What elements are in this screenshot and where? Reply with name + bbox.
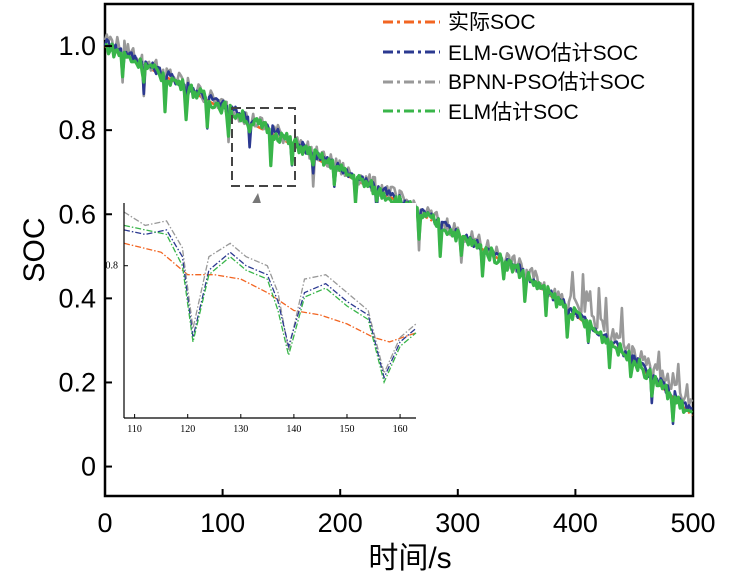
inset-series-group (123, 211, 417, 385)
inset-x-tick-label: 160 (393, 424, 408, 435)
inset-x-tick-label: 150 (339, 424, 354, 435)
x-tick-label: 400 (553, 508, 598, 538)
x-axis-title: 时间/s (368, 542, 451, 575)
x-tick-label: 500 (670, 508, 715, 538)
legend-label-actual: 实际SOC (448, 11, 536, 34)
y-tick-label: 0 (81, 452, 96, 482)
inset-series-line-bpnn-pso (123, 211, 417, 376)
legend: 实际SOC ELM-GWO估计SOC BPNN-PSO估计SOC ELM估计SO… (383, 11, 645, 124)
main-ticks-group: 0 100 200 300 400 500 0 0.2 0.4 0.6 0.8 1.0 (58, 31, 715, 538)
legend-label-bpnn-pso: BPNN-PSO估计SOC (448, 71, 645, 94)
inset-series-line-elm (123, 224, 417, 385)
x-tick-label: 200 (318, 508, 363, 538)
y-tick-label: 0.8 (58, 115, 96, 145)
legend-label-elm-gwo: ELM-GWO估计SOC (448, 42, 638, 65)
inset-x-tick-label: 130 (233, 424, 248, 435)
x-tick-label: 100 (200, 508, 245, 538)
inset-ticks-group: 110 120 130 140 150 160 0.8 (106, 261, 408, 435)
zoom-box (231, 107, 296, 187)
x-tick-label: 0 (97, 508, 112, 538)
x-tick-label: 300 (435, 508, 480, 538)
y-axis-title: SOC (18, 217, 51, 282)
legend-label-elm: ELM估计SOC (448, 101, 579, 124)
inset-series-line-elm-gwo (123, 229, 417, 380)
inset-x-tick-label: 110 (127, 424, 142, 435)
inset-background (124, 203, 416, 418)
inset-x-tick-label: 140 (286, 424, 301, 435)
y-tick-label: 0.4 (58, 283, 96, 313)
inset-x-tick-label: 120 (180, 424, 195, 435)
y-tick-label: 0.6 (58, 199, 96, 229)
inset-y-tick-label: 0.8 (106, 261, 119, 272)
inset-chart: 110 120 130 140 150 160 0.8 (106, 203, 417, 435)
y-tick-label: 0.2 (58, 367, 96, 397)
plot-frame (103, 2, 695, 498)
y-tick-label: 1.0 (58, 31, 96, 61)
